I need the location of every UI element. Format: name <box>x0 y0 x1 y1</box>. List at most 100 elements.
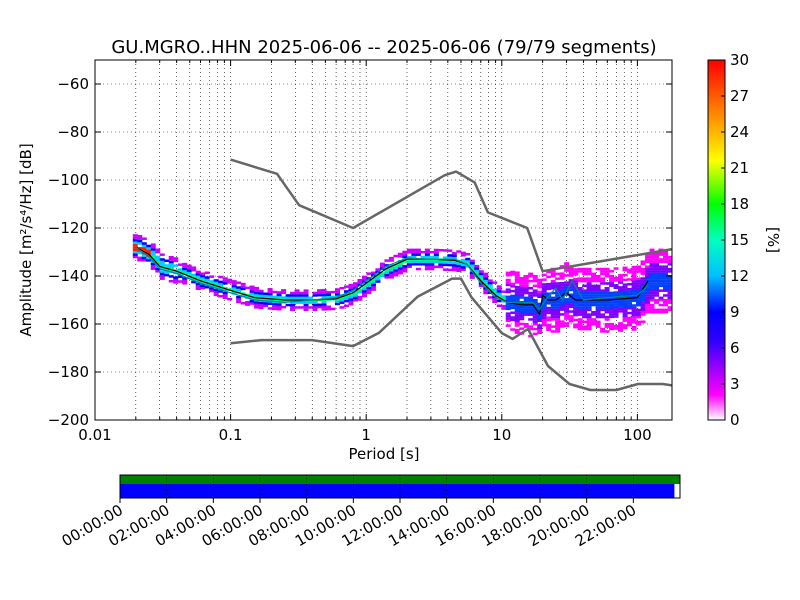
density-cell <box>559 291 565 295</box>
density-cell <box>438 248 444 252</box>
density-cell <box>573 309 579 312</box>
density-cell <box>564 293 570 296</box>
density-cell <box>514 276 520 279</box>
density-cell <box>550 279 556 283</box>
density-cell <box>254 306 260 309</box>
density-cell <box>631 289 637 293</box>
density-cell <box>505 324 511 327</box>
density-cell <box>460 251 466 255</box>
density-cell <box>550 296 556 300</box>
density-cell <box>222 279 228 283</box>
density-cell <box>447 263 453 267</box>
density-cell <box>191 280 197 284</box>
density-cell <box>586 320 592 324</box>
density-cell <box>640 270 646 273</box>
colorbar-tick-label: 27 <box>730 87 749 105</box>
density-cell <box>636 311 642 314</box>
density-cell <box>631 313 637 317</box>
density-cell <box>649 294 655 297</box>
density-cell <box>537 317 543 320</box>
density-cell <box>523 299 529 302</box>
density-cell <box>528 311 534 314</box>
density-cell <box>537 281 543 284</box>
density-cell <box>564 262 570 265</box>
density-cell <box>667 260 672 264</box>
density-cell <box>159 258 165 261</box>
density-cell <box>631 270 637 274</box>
density-cell <box>267 307 273 310</box>
density-cell <box>339 296 345 300</box>
density-cell <box>550 282 556 285</box>
density-cell <box>514 271 520 274</box>
density-cell <box>586 318 592 321</box>
density-cell <box>595 277 601 280</box>
density-cell <box>397 271 403 275</box>
density-cell <box>510 294 516 298</box>
density-cell <box>146 251 152 255</box>
density-cell <box>267 288 273 291</box>
density-cell <box>474 269 480 273</box>
density-cell <box>622 273 628 277</box>
density-cell <box>433 248 439 252</box>
density-cell <box>541 321 547 325</box>
density-cell <box>622 309 628 313</box>
density-cell <box>586 267 592 271</box>
density-cell <box>186 276 192 280</box>
density-cell <box>658 279 664 283</box>
density-cell <box>483 275 489 278</box>
density-cell <box>451 252 457 255</box>
density-cell <box>627 307 633 310</box>
density-cell <box>559 296 565 299</box>
density-cell <box>636 277 642 281</box>
density-cell <box>546 270 552 274</box>
density-cell <box>577 267 583 271</box>
density-cell <box>393 269 399 272</box>
density-cell <box>173 281 179 284</box>
density-cell <box>505 283 511 287</box>
density-cell <box>564 281 570 284</box>
density-cell <box>321 288 327 292</box>
density-cell <box>366 282 372 285</box>
density-cell <box>523 287 529 290</box>
density-cell <box>523 275 529 278</box>
density-cell <box>433 251 439 254</box>
density-cell <box>663 294 669 297</box>
density-cell <box>532 294 538 297</box>
density-cell <box>559 308 565 311</box>
density-cell <box>519 284 525 287</box>
density-cell <box>213 291 219 294</box>
density-cell <box>388 256 394 260</box>
density-cell <box>568 286 574 289</box>
density-cell <box>478 275 484 278</box>
density-cell <box>460 258 466 262</box>
density-cell <box>636 284 642 288</box>
colorbar-tick-label: 0 <box>730 411 740 429</box>
density-cell <box>370 278 376 282</box>
density-cell <box>537 283 543 287</box>
density-cell <box>388 271 394 274</box>
density-cell <box>519 310 525 314</box>
density-cell <box>258 292 264 295</box>
density-cell <box>281 289 287 292</box>
density-cell <box>299 291 305 295</box>
density-cell <box>254 294 260 297</box>
density-cell <box>631 292 637 295</box>
density-cell <box>514 295 520 298</box>
density-cell <box>510 306 516 310</box>
density-cell <box>631 316 637 319</box>
density-cell <box>654 272 660 276</box>
density-cell <box>586 291 592 295</box>
density-cell <box>155 255 161 259</box>
density-cell <box>667 279 672 283</box>
density-cell <box>613 284 619 287</box>
density-cell <box>460 268 466 271</box>
x-tick-label: 0.01 <box>78 426 111 444</box>
density-cell <box>528 279 534 283</box>
density-cell <box>429 255 435 259</box>
density-cell <box>451 256 457 260</box>
density-cell <box>141 247 147 250</box>
density-cell <box>541 309 547 313</box>
density-cell <box>299 294 305 297</box>
density-cell <box>573 280 579 283</box>
density-cell <box>465 257 471 261</box>
